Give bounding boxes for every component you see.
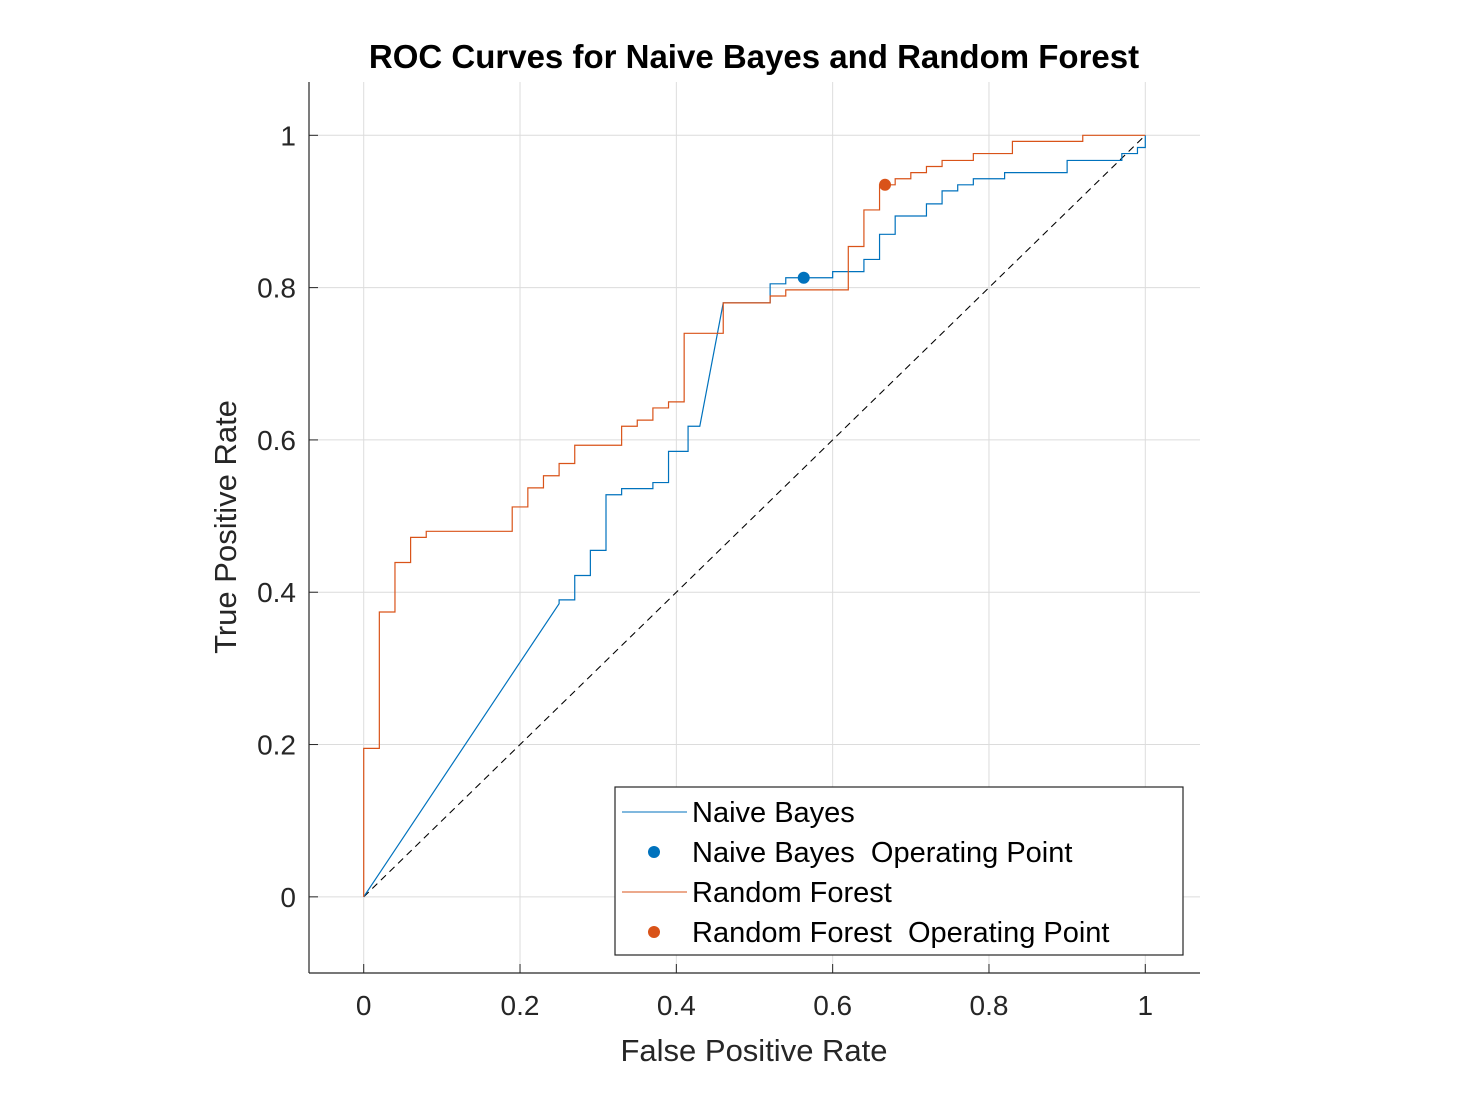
x-axis-label: False Positive Rate [620,1033,887,1068]
random-classifier-diagonal [363,134,1146,898]
x-tick-label: 0.8 [970,990,1009,1021]
naive-bayes-operating-point [797,271,810,284]
plot-area [363,134,1146,898]
random-forest-roc-curve [363,134,1146,897]
random-forest-operating-point [879,178,892,191]
grid [309,82,1200,973]
x-tick-label: 0.4 [657,990,696,1021]
legend: Naive Bayes Naive Bayes Operating Point … [614,786,1184,956]
tick-labels: 0 0.2 0.4 0.6 0.8 1 0 0.2 0.4 0.6 0.8 1 [257,120,1153,1021]
legend-naive-bayes-operating-point-swatch [648,846,660,858]
axes [308,82,1200,974]
legend-box [614,786,1184,956]
y-tick-label: 0.4 [257,577,296,608]
y-tick-label: 1 [280,120,296,151]
legend-random-forest-operating-point-label: Random Forest Operating Point [692,917,1109,949]
legend-naive-bayes-operating-point-label: Naive Bayes Operating Point [692,837,1072,869]
x-tick-label: 0.6 [813,990,852,1021]
legend-naive-bayes-label: Naive Bayes [692,797,855,829]
legend-random-forest-operating-point-swatch [648,926,660,938]
y-tick-label: 0.8 [257,273,296,304]
y-tick-label: 0.6 [257,425,296,456]
naive-bayes-roc-curve [363,135,1146,898]
chart-title: ROC Curves for Naive Bayes and Random Fo… [369,38,1139,75]
x-tick-label: 1 [1138,990,1154,1021]
x-tick-label: 0 [356,990,372,1021]
x-tick-label: 0.2 [501,990,540,1021]
y-tick-label: 0 [280,882,296,913]
legend-random-forest-label: Random Forest [692,877,892,909]
y-axis-label: True Positive Rate [208,400,243,654]
y-tick-label: 0.2 [257,730,296,761]
